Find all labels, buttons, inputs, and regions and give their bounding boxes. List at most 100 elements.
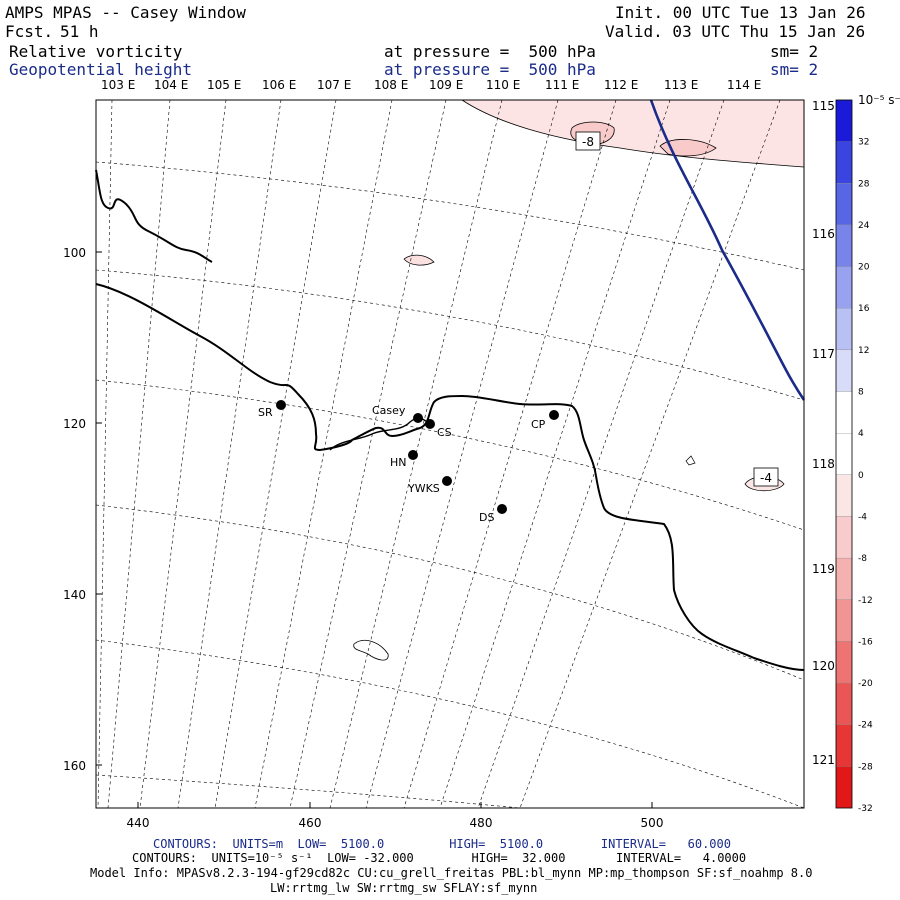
colorbar-level-label: 20 bbox=[858, 263, 870, 273]
x-tick-480: 480 bbox=[470, 816, 493, 830]
colorbar-swatch bbox=[835, 308, 853, 351]
colorbar-level-label: -4 bbox=[858, 512, 867, 522]
field-sm-vorticity: sm= 2 bbox=[770, 42, 819, 61]
y-tick-140: 140 bbox=[63, 588, 86, 602]
lon-label-111: 111 E bbox=[545, 78, 579, 92]
field-sm-height: sm= 2 bbox=[770, 60, 819, 79]
colorbar-level-label: -20 bbox=[858, 679, 873, 689]
colorbar-level-label: -12 bbox=[858, 596, 873, 606]
colorbar-level-label: -8 bbox=[858, 554, 867, 564]
plot-frame bbox=[95, 99, 805, 809]
colorbar-swatch bbox=[835, 766, 853, 809]
lon-label-113: 113 E bbox=[664, 78, 698, 92]
map-title: AMPS MPAS -- Casey Window bbox=[5, 3, 246, 22]
lon-label-109: 109 E bbox=[429, 78, 463, 92]
colorbar-swatch bbox=[835, 224, 853, 267]
field-level-vorticity: at pressure = 500 hPa bbox=[384, 42, 596, 61]
colorbar-level-label: 8 bbox=[858, 388, 864, 398]
colorbar-swatch bbox=[835, 724, 853, 767]
top-longitude-labels: 103 E 104 E 105 E 106 E 107 E 108 E 109 … bbox=[101, 78, 761, 92]
footer-model-physics: LW:rrtmg_lw SW:rrtmg_sw SFLAY:sf_mynn bbox=[270, 881, 538, 895]
station-label-cp: CP bbox=[531, 418, 546, 431]
station-label-sr: SR bbox=[258, 406, 273, 419]
field-name-height: Geopotential height bbox=[9, 60, 193, 79]
footer-height-contours: CONTOURS: UNITS=m LOW= 5100.0 HIGH= 5100… bbox=[153, 837, 731, 851]
colorbar-level-label: 16 bbox=[858, 304, 870, 314]
station-label-hn: HN bbox=[390, 456, 407, 469]
station-marker-cp bbox=[549, 410, 559, 420]
y-axis-labels: 100 120 140 160 bbox=[63, 246, 86, 773]
colorbar-swatch bbox=[835, 99, 853, 142]
colorbar-swatch bbox=[835, 516, 853, 559]
colorbar-swatch bbox=[835, 641, 853, 684]
colorbar-level-label: 28 bbox=[858, 179, 870, 189]
colorbar-level-label: -32 bbox=[858, 804, 873, 814]
lon-label-105: 105 E bbox=[207, 78, 241, 92]
colorbar-level-label: -16 bbox=[858, 637, 873, 647]
vorticity-blob-south bbox=[353, 640, 389, 661]
vorticity-shade-north bbox=[460, 99, 805, 168]
lon-label-103: 103 E bbox=[101, 78, 135, 92]
contour-label-box-west bbox=[575, 131, 601, 151]
colorbar: 32 28 24 20 16 12 8 4 0 -4 -8 -12 -16 -20 -24 -28 -32 bbox=[835, 99, 873, 814]
colorbar-level-label: -28 bbox=[858, 762, 873, 772]
coastline bbox=[95, 169, 805, 671]
lon-label-107: 107 E bbox=[317, 78, 351, 92]
x-tick-460: 460 bbox=[299, 816, 322, 830]
stations: SR Casey CS CP HN YWKS DS bbox=[258, 400, 559, 524]
colorbar-swatch bbox=[835, 682, 853, 725]
lon-label-114: 114 E bbox=[727, 78, 761, 92]
geopotential-contour bbox=[649, 99, 806, 401]
field-name-vorticity: Relative vorticity bbox=[9, 42, 183, 61]
vorticity-blob-north bbox=[403, 254, 435, 266]
station-marker-hn bbox=[408, 450, 418, 460]
colorbar-level-label: 12 bbox=[858, 346, 869, 356]
station-marker-ds bbox=[497, 504, 507, 514]
colorbar-level-label: -24 bbox=[858, 721, 873, 731]
y-tick-120: 120 bbox=[63, 417, 86, 431]
colorbar-level-label: 24 bbox=[858, 221, 870, 231]
station-marker-casey bbox=[413, 413, 423, 423]
latitude-grid bbox=[95, 161, 805, 809]
y-axis-ticks bbox=[96, 251, 102, 766]
lon-label-106: 106 E bbox=[262, 78, 296, 92]
contour-label-west: -8 bbox=[582, 135, 594, 149]
colorbar-level-label: 32 bbox=[858, 138, 869, 148]
vorticity-blob-small bbox=[685, 455, 696, 466]
x-tick-500: 500 bbox=[641, 816, 664, 830]
station-marker-ywks bbox=[442, 476, 452, 486]
x-axis-ticks bbox=[137, 802, 653, 808]
colorbar-swatch bbox=[835, 391, 853, 434]
colorbar-swatch bbox=[835, 474, 853, 517]
longitude-grid bbox=[97, 99, 781, 809]
colorbar-level-label: 0 bbox=[858, 471, 864, 481]
colorbar-frame bbox=[835, 99, 853, 809]
station-label-ywks: YWKS bbox=[407, 482, 440, 495]
footer-vorticity-contours: CONTOURS: UNITS=10⁻⁵ s⁻¹ LOW= -32.000 HI… bbox=[132, 851, 747, 865]
lon-label-110: 110 E bbox=[486, 78, 520, 92]
colorbar-swatch bbox=[835, 183, 853, 226]
lon-label-112: 112 E bbox=[604, 78, 638, 92]
colorbar-swatch bbox=[835, 141, 853, 184]
colorbar-swatch bbox=[835, 433, 853, 475]
colorbar-level-label: 4 bbox=[858, 429, 864, 439]
footer-model-info: Model Info: MPASv8.2.3-194-gf29cd82c CU:… bbox=[90, 866, 813, 880]
x-axis-labels: 440 460 480 500 bbox=[127, 816, 664, 830]
lon-label-104: 104 E bbox=[154, 78, 188, 92]
colorbar-swatch bbox=[835, 557, 853, 600]
colorbar-unit: 10⁻⁵ s⁻¹ bbox=[858, 93, 900, 107]
y-tick-100: 100 bbox=[63, 246, 86, 260]
colorbar-swatch bbox=[835, 349, 853, 392]
station-label-casey: Casey bbox=[372, 404, 406, 417]
colorbar-swatch bbox=[835, 599, 853, 642]
forecast-label: Fcst. bbox=[5, 22, 54, 41]
station-label-ds: DS bbox=[479, 511, 494, 524]
contour-label-box-east bbox=[753, 467, 779, 487]
station-marker-cs bbox=[425, 419, 435, 429]
lon-label-108: 108 E bbox=[374, 78, 408, 92]
colorbar-swatch bbox=[835, 266, 853, 309]
contour-label-east: -4 bbox=[760, 471, 772, 485]
valid-time: Valid. 03 UTC Thu 15 Jan 26 bbox=[605, 22, 866, 41]
y-tick-160: 160 bbox=[63, 759, 86, 773]
